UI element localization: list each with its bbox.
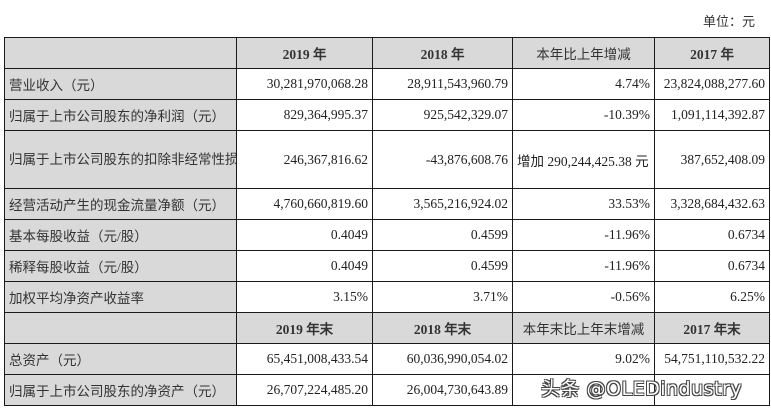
row-label: 稀释每股收益（元/股）	[4, 250, 237, 282]
value-2019: 26,707,224,485.20	[236, 374, 373, 406]
value-change: -0.56%	[512, 281, 655, 313]
row-label: 经营活动产生的现金流量净额（元）	[4, 188, 237, 220]
value-change: 增加 290,244,425.38 元	[512, 130, 655, 189]
value-2017: 1,091,114,392.87	[654, 99, 770, 131]
financial-summary-table: 2019 年 2018 年 本年比上年增减 2017 年 营业收入（元） 30,…	[4, 37, 770, 406]
value-2018: 3.71%	[372, 281, 513, 313]
header-change-end: 本年末比上年末增减	[512, 312, 655, 344]
table-row: 加权平均净资产收益率 3.15% 3.71% -0.56% 6.25%	[4, 281, 770, 313]
value-change: 9.02%	[512, 343, 655, 375]
row-label: 归属于上市公司股东的扣除非经常性损益的净利润（元）	[4, 130, 237, 189]
header-change: 本年比上年增减	[512, 37, 655, 69]
value-2018: 3,565,216,924.02	[372, 188, 513, 220]
value-2019: 3.15%	[236, 281, 373, 313]
value-2017: 23,824,088,277.60	[654, 68, 770, 100]
value-2017	[654, 374, 770, 406]
watermark: 头条 @OLEDindustry	[541, 378, 743, 400]
row-label: 基本每股收益（元/股）	[4, 219, 237, 251]
value-2018: 26,004,730,643.89	[372, 374, 513, 406]
row-label: 归属于上市公司股东的净资产（元）	[4, 374, 237, 406]
value-2017: 6.25%	[654, 281, 770, 313]
value-2019: 0.4049	[236, 219, 373, 251]
row-label: 营业收入（元）	[4, 68, 237, 100]
row-label: 归属于上市公司股东的净利润（元）	[4, 99, 237, 131]
table-row: 归属于上市公司股东的扣除非经常性损益的净利润（元） 246,367,816.62…	[4, 130, 770, 189]
value-2019: 30,281,970,068.28	[236, 68, 373, 100]
header-blank	[4, 37, 237, 69]
table-row: 稀释每股收益（元/股） 0.4049 0.4599 -11.96% 0.6734	[4, 250, 770, 282]
value-2019: 829,364,995.37	[236, 99, 373, 131]
header-2018: 2018 年	[372, 37, 513, 69]
value-2017: 387,652,408.09	[654, 130, 770, 189]
value-2018: 925,542,329.07	[372, 99, 513, 131]
header-2018-end: 2018 年末	[372, 312, 513, 344]
value-2019: 0.4049	[236, 250, 373, 282]
value-change: -11.96%	[512, 219, 655, 251]
header-2017-end: 2017 年末	[654, 312, 770, 344]
value-change: 33.53%	[512, 188, 655, 220]
row-label: 加权平均净资产收益率	[4, 281, 237, 313]
table-row: 经营活动产生的现金流量净额（元） 4,760,660,819.60 3,565,…	[4, 188, 770, 220]
value-2018: 60,036,990,054.02	[372, 343, 513, 375]
value-2018: 0.4599	[372, 250, 513, 282]
value-2017: 0.6734	[654, 250, 770, 282]
header-2019-end: 2019 年末	[236, 312, 373, 344]
value-2018: -43,876,608.76	[372, 130, 513, 189]
value-2019: 246,367,816.62	[236, 130, 373, 189]
value-2017: 3,328,684,432.63	[654, 188, 770, 220]
value-2017: 54,751,110,532.22	[654, 343, 770, 375]
value-change: -10.39%	[512, 99, 655, 131]
header-blank	[4, 312, 237, 344]
table-row: 营业收入（元） 30,281,970,068.28 28,911,543,960…	[4, 68, 770, 100]
value-2017: 0.6734	[654, 219, 770, 251]
value-2018: 28,911,543,960.79	[372, 68, 513, 100]
table-row: 基本每股收益（元/股） 0.4049 0.4599 -11.96% 0.6734	[4, 219, 770, 251]
unit-label: 单位：元	[702, 14, 755, 29]
table-row: 归属于上市公司股东的净资产（元） 26,707,224,485.20 26,00…	[4, 374, 770, 406]
header-2017: 2017 年	[654, 37, 770, 69]
table-row: 总资产（元） 65,451,008,433.54 60,036,990,054.…	[4, 343, 770, 375]
header-2019: 2019 年	[236, 37, 373, 69]
value-change: -11.96%	[512, 250, 655, 282]
value-2019: 4,760,660,819.60	[236, 188, 373, 220]
value-2019: 65,451,008,433.54	[236, 343, 373, 375]
header-row-annual: 2019 年 2018 年 本年比上年增减 2017 年	[4, 37, 770, 69]
value-change: 4.74%	[512, 68, 655, 100]
value-change	[512, 374, 655, 406]
value-2018: 0.4599	[372, 219, 513, 251]
table-row: 归属于上市公司股东的净利润（元） 829,364,995.37 925,542,…	[4, 99, 770, 131]
row-label: 总资产（元）	[4, 343, 237, 375]
header-row-year-end: 2019 年末 2018 年末 本年末比上年末增减 2017 年末	[4, 312, 770, 344]
